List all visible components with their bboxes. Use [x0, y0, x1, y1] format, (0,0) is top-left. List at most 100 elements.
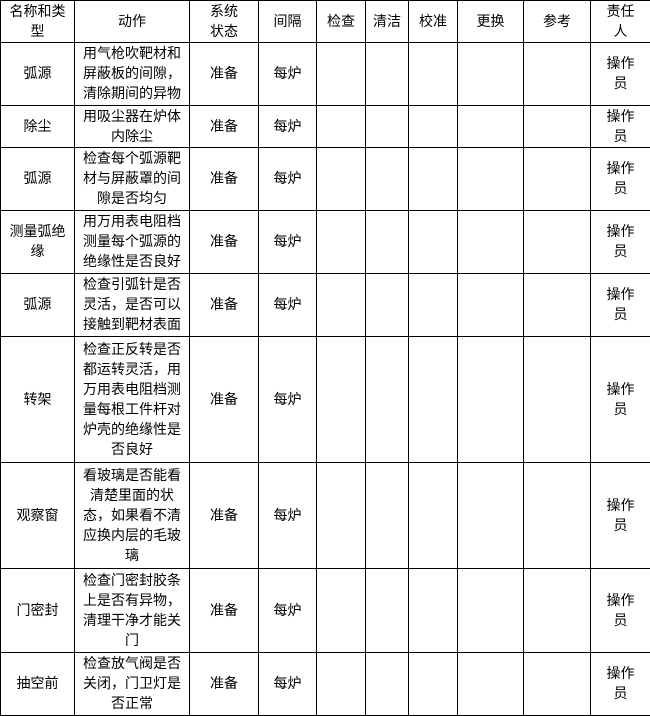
- header-calibrate: 校准: [409, 1, 458, 43]
- cell-calibrate: [409, 148, 458, 211]
- cell-interval: 每炉: [259, 463, 317, 569]
- header-system-status: 系统状态: [190, 1, 259, 43]
- cell-replace: [458, 337, 524, 463]
- cell-status-text: 准备: [210, 119, 238, 135]
- cell-name: 弧源: [1, 43, 75, 106]
- cell-status: 准备: [190, 43, 259, 106]
- cell-inspect: [317, 463, 366, 569]
- cell-interval-text: 每炉: [274, 66, 302, 82]
- cell-inspect: [317, 148, 366, 211]
- cell-replace: [458, 43, 524, 106]
- cell-interval-text: 每炉: [274, 676, 302, 692]
- cell-name-text: 门密封: [9, 601, 67, 621]
- cell-responsible: 操作员: [591, 43, 650, 106]
- cell-name: 弧源: [1, 148, 75, 211]
- cell-calibrate: [409, 106, 458, 148]
- cell-replace: [458, 211, 524, 274]
- cell-clean: [366, 463, 409, 569]
- cell-replace: [458, 106, 524, 148]
- cell-reference: [524, 463, 591, 569]
- cell-status: 准备: [190, 337, 259, 463]
- cell-action: 检查每个弧源靶材与屏蔽罩的间隙是否均匀: [75, 148, 190, 211]
- cell-responsible-text: 操作员: [607, 591, 635, 631]
- cell-reference: [524, 43, 591, 106]
- cell-action: 检查门密封胶条上是否有异物，清理干净才能关门: [75, 569, 190, 653]
- cell-clean: [366, 148, 409, 211]
- cell-name-text: 测量弧绝缘: [9, 222, 67, 262]
- cell-status: 准备: [190, 569, 259, 653]
- cell-replace: [458, 274, 524, 337]
- cell-action-text: 用万用表电阻档测量每个弧源的绝缘性是否良好: [82, 212, 182, 272]
- cell-inspect: [317, 211, 366, 274]
- cell-calibrate: [409, 337, 458, 463]
- cell-clean: [366, 569, 409, 653]
- cell-inspect: [317, 569, 366, 653]
- header-interval: 间隔: [259, 1, 317, 43]
- cell-name-text: 观察窗: [9, 506, 67, 526]
- cell-responsible-text: 操作员: [607, 380, 635, 420]
- cell-name: 测量弧绝缘: [1, 211, 75, 274]
- header-name-type: 名称和类型: [1, 1, 75, 43]
- cell-reference: [524, 653, 591, 716]
- cell-inspect: [317, 337, 366, 463]
- cell-calibrate: [409, 211, 458, 274]
- cell-interval-text: 每炉: [274, 297, 302, 313]
- cell-status: 准备: [190, 274, 259, 337]
- cell-interval: 每炉: [259, 569, 317, 653]
- cell-action: 用万用表电阻档测量每个弧源的绝缘性是否良好: [75, 211, 190, 274]
- cell-reference: [524, 337, 591, 463]
- cell-name-text: 弧源: [9, 64, 67, 84]
- cell-status: 准备: [190, 148, 259, 211]
- cell-status: 准备: [190, 463, 259, 569]
- cell-status: 准备: [190, 653, 259, 716]
- table-row: 除尘用吸尘器在炉体内除尘准备每炉操作员: [1, 106, 650, 148]
- cell-name-text: 转架: [9, 390, 67, 410]
- cell-name: 门密封: [1, 569, 75, 653]
- cell-interval: 每炉: [259, 148, 317, 211]
- cell-status-text: 准备: [210, 508, 238, 524]
- cell-responsible: 操作员: [591, 211, 650, 274]
- cell-reference: [524, 211, 591, 274]
- cell-inspect: [317, 106, 366, 148]
- table-row: 门密封检查门密封胶条上是否有异物，清理干净才能关门 准备 每炉 操作员: [1, 569, 650, 653]
- header-inspect: 检查: [317, 1, 366, 43]
- table-row: 观察窗看玻璃是否能看清楚里面的状态，如果看不清应换内层的毛玻璃准备每炉操作员: [1, 463, 650, 569]
- cell-replace: [458, 463, 524, 569]
- cell-name: 转架: [1, 337, 75, 463]
- cell-action: 看玻璃是否能看清楚里面的状态，如果看不清应换内层的毛玻璃: [75, 463, 190, 569]
- cell-action: 检查引弧针是否灵活，是否可以接触到靶材表面: [75, 274, 190, 337]
- cell-inspect: [317, 274, 366, 337]
- cell-name: 抽空前: [1, 653, 75, 716]
- cell-action-text: 检查放气阀是否关闭，门卫灯是否正常: [82, 654, 182, 714]
- cell-interval-text: 每炉: [274, 508, 302, 524]
- header-reference: 参考: [524, 1, 591, 43]
- cell-interval-text: 每炉: [274, 171, 302, 187]
- cell-calibrate: [409, 43, 458, 106]
- cell-replace: [458, 148, 524, 211]
- cell-action: 用气枪吹靶材和屏蔽板的间隙，清除期间的异物: [75, 43, 190, 106]
- cell-action-text: 看玻璃是否能看清楚里面的状态，如果看不清应换内层的毛玻璃: [82, 466, 182, 566]
- cell-responsible-text: 操作员: [607, 159, 635, 199]
- cell-responsible: 操作员: [591, 274, 650, 337]
- cell-interval-text: 每炉: [274, 603, 302, 619]
- header-responsible: 责任人: [591, 1, 650, 43]
- header-action: 动作: [75, 1, 190, 43]
- cell-status-text: 准备: [210, 297, 238, 313]
- cell-status-text: 准备: [210, 603, 238, 619]
- cell-reference: [524, 148, 591, 211]
- cell-interval: 每炉: [259, 106, 317, 148]
- cell-responsible: 操作员: [591, 653, 650, 716]
- cell-name: 观察窗: [1, 463, 75, 569]
- cell-responsible: 操作员: [591, 148, 650, 211]
- cell-status-text: 准备: [210, 676, 238, 692]
- cell-name: 除尘: [1, 106, 75, 148]
- cell-name: 弧源: [1, 274, 75, 337]
- cell-action-text: 检查每个弧源靶材与屏蔽罩的间隙是否均匀: [82, 149, 182, 209]
- header-replace: 更换: [458, 1, 524, 43]
- cell-status-text: 准备: [210, 171, 238, 187]
- cell-responsible: 操作员: [591, 569, 650, 653]
- cell-calibrate: [409, 463, 458, 569]
- table-row: 测量弧绝缘用万用表电阻档测量每个弧源的绝缘性是否良好准备每炉操作员: [1, 211, 650, 274]
- cell-action-text: 检查引弧针是否灵活，是否可以接触到靶材表面: [82, 275, 182, 335]
